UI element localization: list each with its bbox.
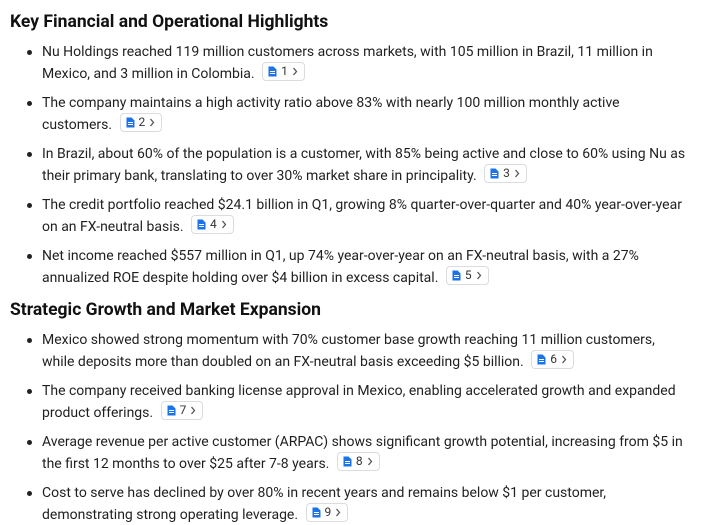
doc-icon [537, 354, 546, 365]
bullet-text: Mexico showed strong momentum with 70% c… [42, 332, 655, 370]
doc-icon [312, 507, 321, 518]
doc-icon [126, 117, 135, 128]
citation-number: 3 [503, 166, 510, 180]
citation[interactable]: 8 [336, 452, 380, 471]
chevron [191, 406, 196, 415]
bullet-item: Cost to serve has declined by over 80% i… [27, 483, 698, 525]
citation[interactable]: 7 [160, 401, 204, 420]
chevron [514, 169, 520, 178]
bullet-text: The credit portfolio reached $24.1 billi… [42, 197, 682, 235]
doc-icon [167, 405, 176, 416]
bullet-item: Average revenue per active customer (ARP… [27, 432, 698, 474]
doc-icon [268, 66, 277, 77]
bullet-item: Mexico showed strong momentum with 70% c… [27, 330, 698, 372]
bullet-item: The company received banking license app… [27, 381, 698, 423]
citation-number: 4 [210, 217, 217, 231]
bullet-text: Net income reached $557 million in Q1, u… [42, 248, 639, 286]
chevron [367, 457, 372, 466]
chevron [221, 220, 227, 229]
citation-number: 1 [281, 64, 288, 78]
chevron [292, 67, 298, 76]
citation[interactable]: 4 [191, 215, 234, 234]
citation-number: 2 [138, 115, 146, 129]
citation-number: 5 [464, 268, 472, 282]
bullet-item: Net income reached $557 million in Q1, u… [27, 246, 698, 288]
citation[interactable]: 2 [119, 113, 163, 132]
doc-icon [490, 168, 499, 179]
bullet-item: In Brazil, about 60% of the population i… [27, 144, 698, 186]
citation-number: 9 [324, 505, 332, 519]
chevron [561, 355, 567, 364]
bullet-text: Nu Holdings reached 119 million customer… [42, 44, 653, 82]
citation-number: 6 [550, 352, 557, 366]
bullet-list: Mexico showed strong momentum with 70% c… [10, 330, 698, 525]
bullet-text: Average revenue per active customer (ARP… [42, 434, 683, 472]
bullet-item: The credit portfolio reached $24.1 billi… [27, 195, 698, 237]
citation[interactable]: 3 [484, 164, 527, 183]
chevron [150, 118, 155, 127]
bullet-list: Nu Holdings reached 119 million customer… [10, 42, 698, 288]
bullet-text: In Brazil, about 60% of the population i… [42, 146, 686, 184]
citation[interactable]: 6 [531, 350, 574, 369]
chevron [336, 508, 341, 517]
bullet-item: The company maintains a high activity ra… [27, 93, 698, 135]
bullet-text: The company maintains a high activity ra… [42, 95, 620, 133]
chevron [476, 271, 481, 280]
citation[interactable]: 9 [305, 503, 349, 522]
section-heading: Key Financial and Operational Highlights [10, 12, 329, 32]
citation[interactable]: 1 [262, 62, 305, 81]
doc-icon [343, 456, 352, 467]
doc-icon [452, 270, 461, 281]
citation-number: 7 [179, 403, 187, 417]
bullet-item: Nu Holdings reached 119 million customer… [27, 42, 698, 84]
doc-icon [197, 219, 206, 230]
section-heading: Strategic Growth and Market Expansion [10, 300, 321, 320]
bullet-text: The company received banking license app… [42, 383, 676, 421]
citation[interactable]: 5 [445, 266, 489, 285]
citation-number: 8 [355, 454, 363, 468]
